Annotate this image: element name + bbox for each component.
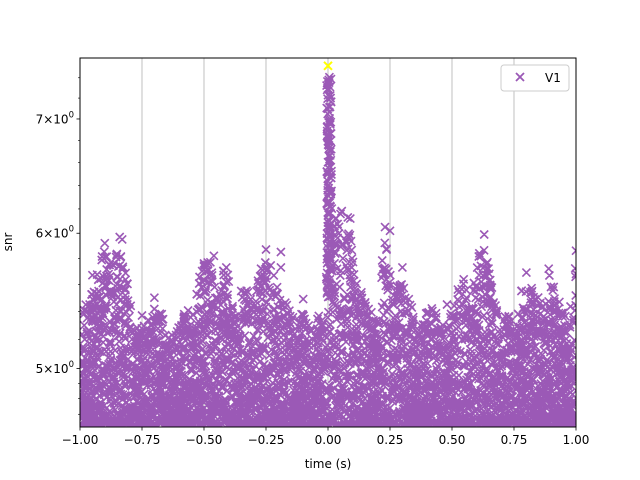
x-tick-label: −1.00 (62, 433, 99, 447)
legend-x-glyph (515, 72, 525, 82)
x-axis: −1.00 −0.75 −0.50 −0.25 0.00 0.25 0.50 0.75 1.00 (62, 427, 590, 447)
x-tick-label: 0.25 (377, 433, 404, 447)
x-axis-label: time (s) (305, 457, 352, 471)
x-tick-label: 0.50 (439, 433, 466, 447)
x-tick-label: 1.00 (563, 433, 590, 447)
loudest-point-marker (323, 61, 333, 71)
scatter-points (80, 72, 576, 427)
y-axis: 5×100 6×100 7×100 (36, 77, 80, 415)
legend: V1 (500, 64, 570, 92)
y-tick-label: 5×100 (36, 360, 74, 376)
y-axis-label: snr (1, 233, 15, 252)
x-tick-label: 0.75 (501, 433, 528, 447)
y-tick-label: 7×100 (36, 110, 74, 126)
x-tick-label: −0.50 (186, 433, 223, 447)
highlight-layer (323, 61, 333, 71)
legend-box (500, 64, 570, 92)
x-tick-label: −0.75 (124, 433, 161, 447)
y-tick-label: 6×100 (36, 225, 74, 241)
series-v1-markers (80, 72, 576, 427)
legend-label-v1: V1 (545, 71, 561, 85)
legend-marker-v1 (515, 72, 525, 82)
x-tick-label: −0.25 (248, 433, 285, 447)
x-tick-label: 0.00 (315, 433, 342, 447)
